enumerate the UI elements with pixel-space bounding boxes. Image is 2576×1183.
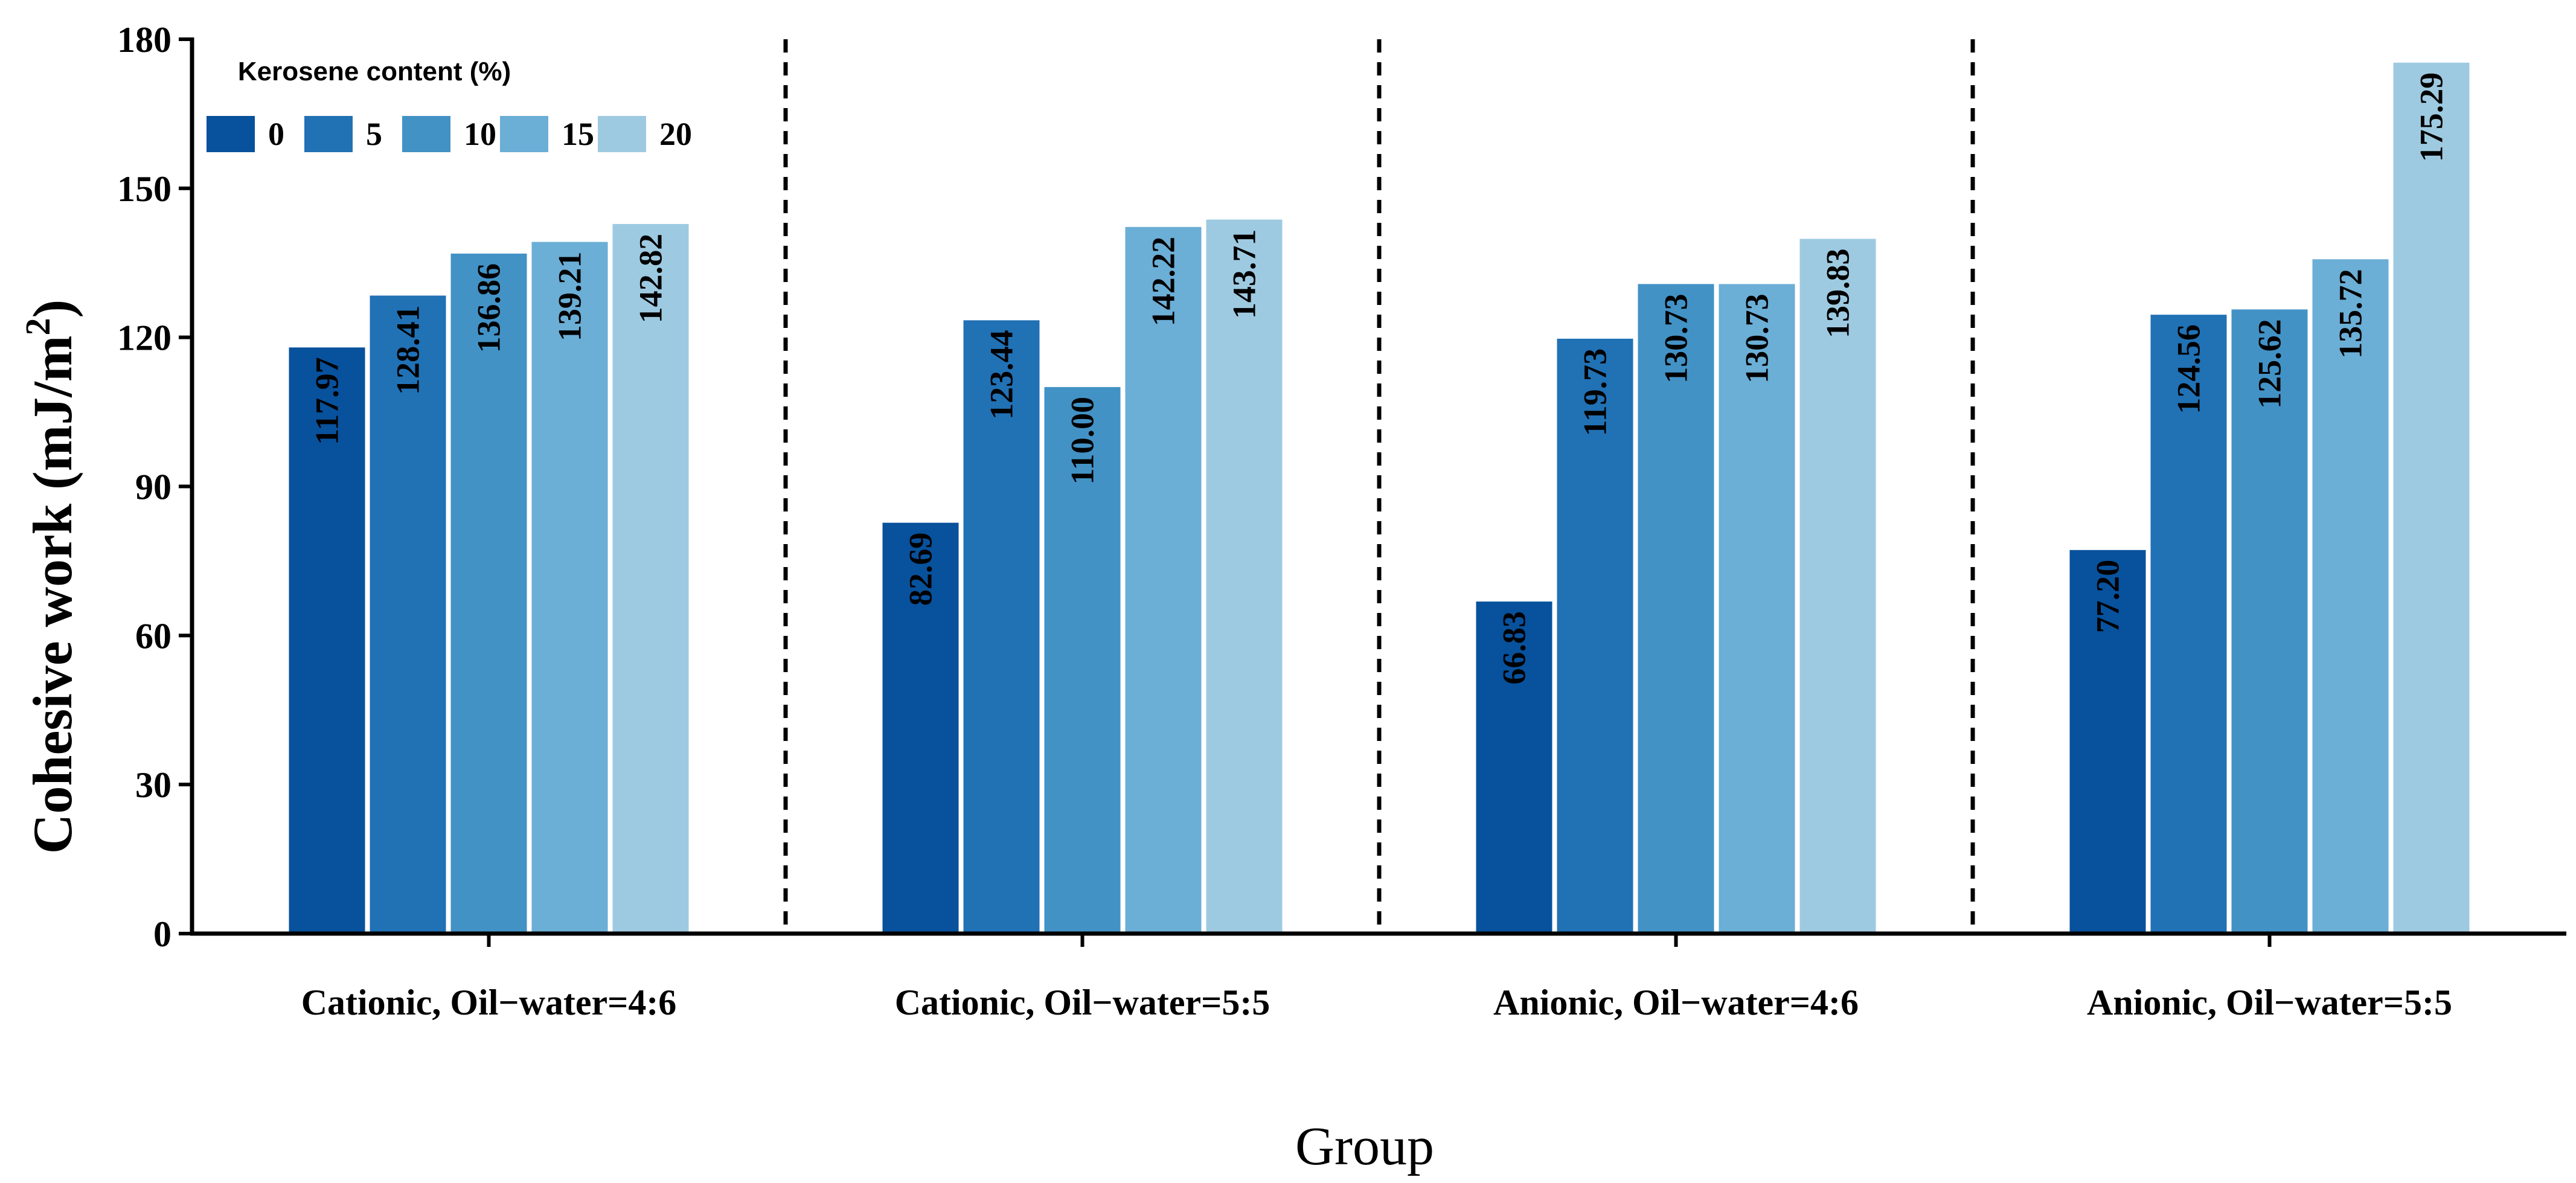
bars-layer: 117.97 128.41 136.86 139.21 142.82 82.69 123.4… (289, 62, 2470, 934)
bar-0-2 (450, 253, 527, 934)
y-tick-label-2: 60 (135, 616, 171, 656)
bar-1-1 (963, 320, 1040, 934)
legend-swatch-2 (402, 116, 450, 152)
bar-0-1 (370, 295, 446, 934)
data-label-0-3: 139.21 (552, 252, 588, 342)
data-label-1-1: 123.44 (984, 330, 1020, 420)
legend-swatch-4 (598, 116, 646, 152)
legend-title: Kerosene content (%) (238, 57, 511, 86)
bar-2-2 (1638, 284, 1714, 934)
data-label-2-0: 66.83 (1496, 611, 1533, 685)
data-label-0-4: 142.82 (633, 234, 669, 324)
bar-2-1 (1557, 338, 1633, 934)
axes: Cationic, Oil−water=4:6 Cationic, Oil−wat… (117, 20, 2566, 1022)
data-label-2-1: 119.73 (1577, 348, 1613, 437)
data-label-1-0: 82.69 (903, 533, 939, 606)
data-label-1-3: 142.22 (1145, 237, 1182, 327)
bar-2-3 (1719, 284, 1795, 934)
data-label-3-2: 125.62 (2252, 319, 2288, 409)
y-axis-title-close: ) (22, 300, 83, 318)
data-label-3-4: 175.29 (2414, 72, 2450, 162)
y-tick-label-6: 180 (117, 20, 171, 60)
bar-2-0 (1476, 601, 1552, 934)
legend-label-0: 0 (268, 116, 284, 152)
legend-label-1: 5 (366, 116, 382, 152)
data-label-2-3: 130.73 (1739, 293, 1775, 383)
data-label-0-0: 117.97 (309, 357, 345, 445)
legend-swatch-1 (304, 116, 353, 152)
data-label-1-4: 143.71 (1226, 229, 1263, 319)
legend-label-3: 15 (562, 116, 594, 152)
data-label-2-4: 139.83 (1820, 249, 1856, 339)
x-tick-label-3: Anionic, Oil−water=5:5 (2087, 983, 2452, 1022)
bar-0-0 (289, 347, 365, 934)
bar-3-1 (2150, 315, 2227, 934)
y-axis-title-main: Cohesive work (mJ/m (22, 336, 83, 854)
bar-1-4 (1206, 219, 1283, 934)
data-label-3-3: 135.72 (2333, 269, 2369, 359)
y-tick-label-4: 120 (117, 318, 171, 358)
y-tick-label-1: 30 (135, 765, 171, 805)
x-tick-label-2: Anionic, Oil−water=4:6 (1493, 983, 1859, 1022)
legend: Kerosene content (%) 0 5 10 15 20 (207, 57, 692, 152)
y-axis-title-sup: 2 (18, 318, 57, 336)
group-separators (783, 39, 1975, 934)
bar-0-4 (612, 223, 689, 934)
y-axis-title: Cohesive work (mJ/m2) (18, 300, 83, 854)
bar-3-4 (2393, 62, 2470, 934)
bar-3-0 (2069, 550, 2146, 934)
y-tick-label-3: 90 (135, 467, 171, 507)
bar-3-3 (2312, 259, 2389, 934)
x-tick-label-0: Cationic, Oil−water=4:6 (301, 983, 677, 1022)
bar-1-0 (882, 522, 959, 934)
y-tick-label-5: 150 (117, 169, 171, 209)
y-tick-label-0: 0 (153, 914, 171, 954)
x-axis-title: Group (1295, 1117, 1434, 1176)
legend-swatch-3 (500, 116, 548, 152)
data-label-1-2: 110.00 (1065, 397, 1101, 485)
legend-swatch-0 (207, 116, 255, 152)
x-tick-label-1: Cationic, Oil−water=5:5 (895, 983, 1270, 1022)
bar-3-2 (2231, 309, 2308, 934)
bar-0-3 (531, 242, 608, 934)
data-label-3-1: 124.56 (2171, 324, 2207, 414)
bar-1-3 (1125, 226, 1202, 934)
data-label-0-2: 136.86 (471, 263, 507, 353)
data-label-2-2: 130.73 (1658, 293, 1694, 383)
bar-2-4 (1799, 239, 1876, 934)
data-label-0-1: 128.41 (390, 305, 426, 395)
data-label-3-0: 77.20 (2090, 560, 2126, 633)
legend-label-4: 20 (659, 116, 692, 152)
legend-label-2: 10 (464, 116, 496, 152)
bar-1-2 (1044, 386, 1121, 934)
